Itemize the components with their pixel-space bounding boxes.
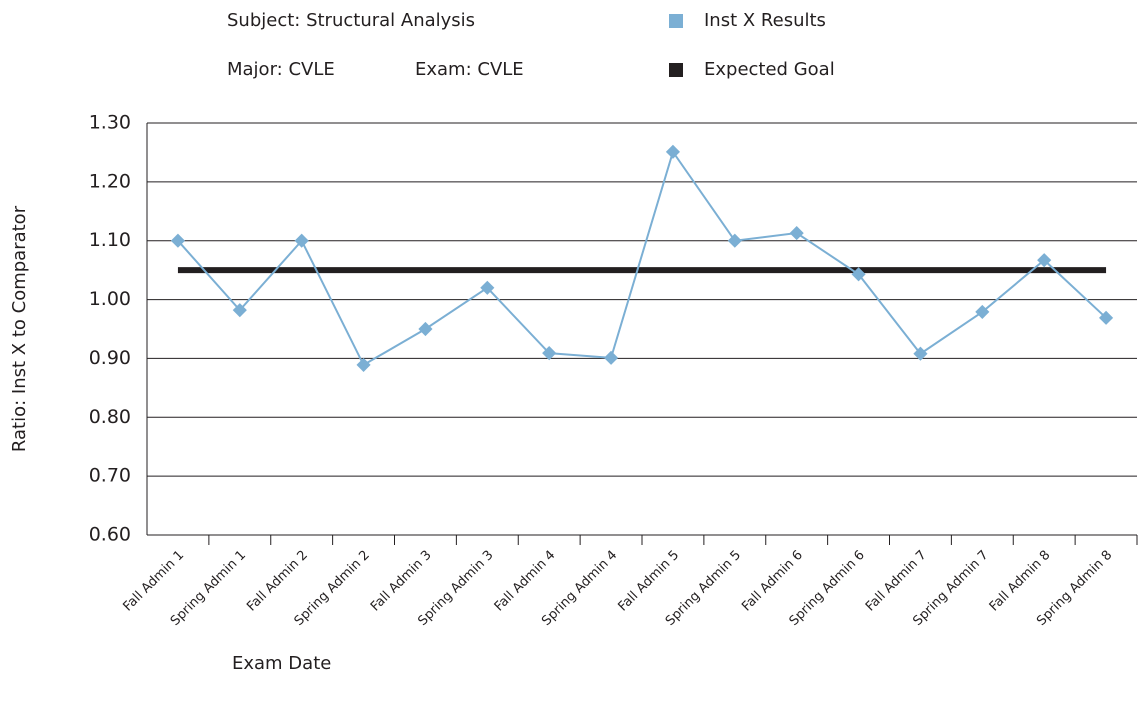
- y-tick-label: 0.90: [89, 347, 131, 369]
- y-tick-label: 1.30: [89, 112, 131, 134]
- y-tick-label: 1.20: [89, 170, 131, 192]
- y-tick-label: 1.10: [89, 229, 131, 251]
- annotation: Subject: Structural Analysis: [227, 10, 475, 31]
- y-tick-label: 0.60: [89, 524, 131, 546]
- marker: [294, 233, 309, 248]
- marker: [356, 357, 371, 372]
- series-line: [177, 149, 1107, 367]
- annotation: Major: CVLE: [227, 59, 335, 80]
- x-tick-label: Fall Admin 1: [120, 548, 187, 615]
- marker: [418, 321, 433, 337]
- marker: [1098, 310, 1114, 325]
- marker: [789, 225, 804, 241]
- marker: [727, 233, 742, 248]
- x-tick-label: Fall Admin 4: [492, 548, 559, 615]
- y-tick-label: 1.00: [89, 288, 131, 310]
- marker: [851, 267, 866, 282]
- x-tick-label: Fall Admin 5: [615, 548, 682, 615]
- annotation: Exam: CVLE: [415, 59, 524, 80]
- x-axis-label: Exam Date: [232, 653, 331, 674]
- y-axis-label: Ratio: Inst X to Comparator: [9, 205, 30, 452]
- legend-label: Inst X Results: [704, 10, 826, 31]
- x-tick-label: Fall Admin 7: [863, 548, 930, 615]
- marker: [665, 144, 681, 159]
- x-tick-label: Fall Admin 3: [368, 548, 435, 615]
- legend-swatch: [669, 63, 683, 77]
- marker: [542, 346, 557, 361]
- marker: [480, 280, 495, 295]
- x-tick-label: Fall Admin 2: [244, 548, 311, 615]
- x-tick-label: Fall Admin 8: [987, 548, 1054, 615]
- marker: [1037, 253, 1052, 268]
- marker: [913, 346, 928, 361]
- y-tick-label: 0.80: [89, 406, 131, 428]
- legend-swatch: [669, 14, 683, 28]
- legend-label: Expected Goal: [704, 59, 835, 80]
- marker: [975, 304, 990, 320]
- marker: [232, 303, 247, 318]
- x-tick-label: Fall Admin 6: [739, 548, 806, 615]
- marker: [603, 350, 619, 365]
- marker: [170, 233, 186, 248]
- y-tick-label: 0.70: [89, 465, 131, 487]
